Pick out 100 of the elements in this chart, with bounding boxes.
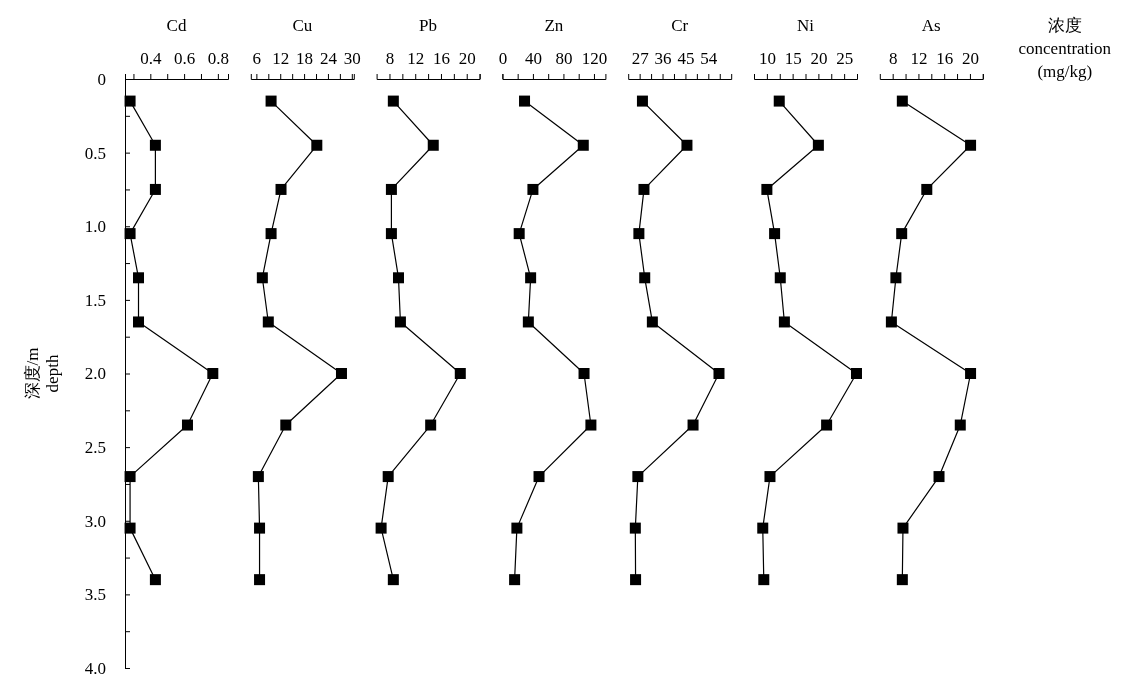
point [636, 95, 648, 107]
y-tick-label: 2.5 [84, 438, 106, 458]
y-tick-label: 0 [97, 69, 106, 89]
point [812, 139, 824, 151]
point [681, 139, 693, 151]
point [629, 522, 641, 534]
y-tick-label: 1.5 [84, 290, 106, 310]
point [890, 272, 902, 284]
point [773, 95, 785, 107]
point [933, 471, 945, 483]
point [921, 183, 933, 195]
point [758, 574, 770, 586]
x-tick-label: 80 [555, 49, 573, 68]
chart-title: Ni [797, 16, 815, 35]
point [511, 522, 523, 534]
point [256, 272, 268, 284]
point [821, 419, 833, 431]
point [394, 316, 406, 328]
point [519, 95, 531, 107]
point [633, 228, 645, 240]
x-tick-label: 0.6 [173, 49, 196, 68]
x-tick-label: 120 [581, 49, 608, 68]
point [850, 368, 862, 379]
x-tick-label: 15 [784, 49, 802, 68]
point [265, 228, 277, 240]
y-tick-label: 3.5 [84, 585, 106, 605]
x-tick-label: 10 [758, 49, 776, 68]
point [149, 183, 161, 195]
point [965, 139, 977, 151]
point [578, 368, 590, 379]
point [385, 228, 397, 240]
point [954, 419, 966, 431]
point [124, 522, 136, 534]
point [769, 228, 781, 240]
y-tick-label: 3.0 [84, 511, 106, 531]
point [774, 272, 786, 284]
point [646, 316, 658, 328]
point [454, 368, 466, 379]
point [897, 522, 909, 534]
x-tick-label: 20 [961, 49, 979, 68]
point [124, 228, 136, 240]
x-tick-label: 16 [936, 49, 954, 68]
x-tick-label: 12 [272, 49, 290, 68]
point [275, 183, 287, 195]
x-tick-label: 0.8 [207, 49, 229, 68]
x-tick-label: 30 [343, 49, 361, 68]
point [392, 272, 404, 284]
point [533, 471, 545, 483]
point [585, 419, 597, 431]
point [133, 316, 145, 328]
x-axis-title: 浓度 concentration (mg/kg) [1018, 16, 1112, 81]
point [713, 368, 725, 379]
point [687, 419, 699, 431]
point [382, 471, 394, 483]
point [577, 139, 589, 151]
point [965, 368, 977, 379]
point [630, 574, 642, 586]
point [525, 272, 537, 284]
chart-title: As [921, 16, 941, 35]
point [387, 574, 399, 586]
x-tick-label: 45 [677, 49, 695, 68]
point [124, 471, 136, 483]
x-tick-label: 6 [252, 49, 262, 68]
chart-title: Cd [166, 16, 187, 35]
x-tick-label: 24 [319, 49, 338, 68]
point [885, 316, 897, 328]
point [335, 368, 347, 379]
point [149, 574, 161, 586]
x-tick-label: 16 [432, 49, 450, 68]
point [509, 574, 521, 586]
point [280, 419, 292, 431]
y-tick-label: 4.0 [84, 658, 106, 678]
point [778, 316, 790, 328]
point [265, 95, 277, 107]
point [311, 139, 323, 151]
point [252, 471, 264, 483]
point [764, 471, 776, 483]
chart-title: Pb [419, 16, 438, 35]
point [385, 183, 397, 195]
point [149, 139, 161, 151]
point [387, 95, 399, 107]
point [757, 522, 769, 534]
x-tick-label: 18 [296, 49, 314, 68]
point [207, 368, 219, 379]
x-tick-label: 0 [498, 49, 508, 68]
point [181, 419, 193, 431]
chart-title: Zn [544, 16, 564, 35]
point [262, 316, 274, 328]
y-tick-label: 1.0 [84, 217, 106, 237]
point [639, 272, 651, 284]
x-tick-label: 36 [654, 49, 672, 68]
point [254, 574, 266, 586]
x-tick-label: 8 [888, 49, 898, 68]
x-tick-label: 12 [407, 49, 425, 68]
x-tick-label: 0.4 [140, 49, 162, 68]
x-tick-label: 27 [631, 49, 650, 68]
point [632, 471, 644, 483]
point [513, 228, 525, 240]
point [896, 228, 908, 240]
point [896, 95, 908, 107]
